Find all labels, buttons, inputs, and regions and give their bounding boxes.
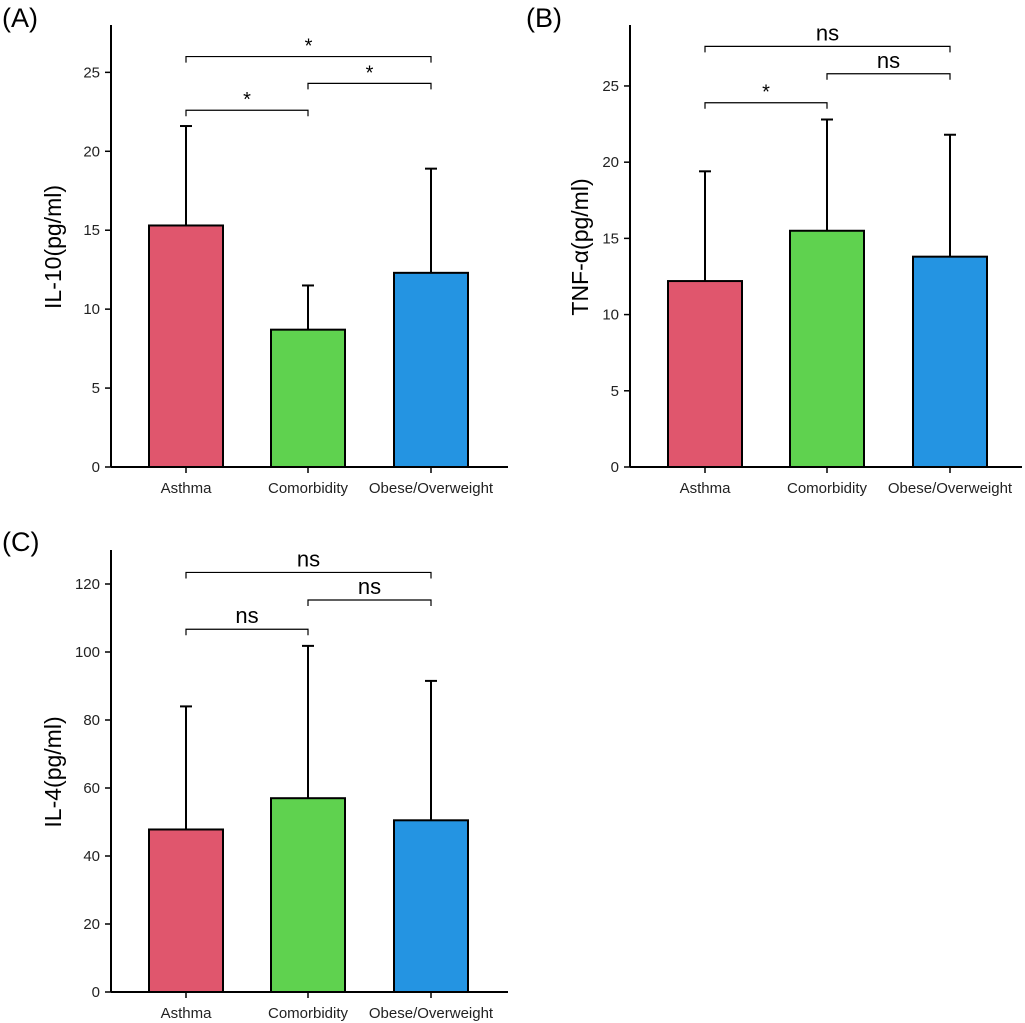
panel-a: (A) IL-10(pg/ml) 0 5 10 15 20 25 Asthma Comorbi… (2, 3, 508, 497)
panel-a-ylabel: IL-10(pg/ml) (40, 185, 66, 309)
panel-b-y-tick-label: 0 (611, 459, 619, 476)
panel-a-sig-label: * (305, 36, 313, 58)
panel-a-sig-label: * (243, 89, 251, 111)
panel-b-bar-obese-overweight (912, 255, 988, 469)
panel-c-sig-bracket (185, 571, 432, 579)
panel-a-sig-bracket (185, 109, 309, 117)
panel-a-bar-asthma (148, 224, 224, 468)
panel-c-sig-label: ns (235, 603, 258, 628)
panel-b-y-tick-label: 25 (602, 78, 619, 95)
panel-c-y-tick-label: 80 (83, 712, 100, 729)
panel-c-sig-bracket (307, 599, 432, 606)
panel-c-bar-obese-overweight (393, 819, 469, 993)
panel-c-x-tick-label-asthma: Asthma (161, 1005, 213, 1022)
panel-b-y-tick-label: 10 (602, 307, 619, 324)
panel-c-sig-label: ns (297, 546, 320, 571)
panel-a-y-tick-label: 15 (83, 222, 100, 239)
panel-c-label: (C) (2, 527, 39, 557)
panel-b-x-tick-label-comorbidity: Comorbidity (787, 480, 868, 497)
panel-b-sig-bracket (826, 73, 951, 80)
panel-c-x-tick-label-comorbidity: Comorbidity (268, 1005, 349, 1022)
panel-a-label: (A) (2, 3, 38, 33)
panel-c-sig-bracket (185, 628, 309, 636)
panel-a-y-tick-label: 20 (83, 143, 100, 160)
panel-c-plot: 0 20 40 60 80 100 120 Asthma Comorbidity Obese/Ov… (75, 546, 508, 1022)
panel-b-bar-asthma (667, 280, 743, 468)
panel-a-bar-obese-overweight (393, 271, 469, 469)
panel-b-y-tick-label: 5 (611, 383, 619, 400)
panel-b-sig-bracket (704, 45, 951, 53)
panel-c-y-tick-label: 60 (83, 780, 100, 797)
panel-b-sig-label: ns (816, 20, 839, 45)
panel-c-y-tick-label: 20 (83, 916, 100, 933)
panel-b-bar-comorbidity (789, 229, 865, 468)
panel-c-y-tick-label: 100 (75, 644, 100, 661)
panel-a-y-tick-label: 25 (83, 64, 100, 81)
panel-b: (B) TNF-α(pg/ml) 0 5 10 15 20 25 Asthma Comorbi… (526, 3, 1022, 497)
panel-a-x-tick-label-asthma: Asthma (161, 480, 213, 497)
panel-b-y-tick-label: 15 (602, 230, 619, 247)
panel-c-ylabel: IL-4(pg/ml) (40, 716, 66, 827)
panel-a-y-tick-label: 10 (83, 301, 100, 318)
panel-a-bar-comorbidity (270, 328, 346, 468)
panel-b-x-tick-label-obese-overweight: Obese/Overweight (888, 480, 1013, 497)
panel-a-sig-label: * (366, 62, 374, 84)
panel-a-sig-bracket (307, 82, 432, 90)
panel-b-ylabel: TNF-α(pg/ml) (567, 178, 593, 315)
panel-b-sig-label: * (762, 82, 770, 104)
panel-c-y-tick-label: 40 (83, 848, 100, 865)
panel-b-x-tick-label-asthma: Asthma (680, 480, 732, 497)
panel-a-x-tick-label-obese-overweight: Obese/Overweight (369, 480, 494, 497)
panel-a-y-tick-label: 0 (92, 459, 100, 476)
panel-a-sig-bracket (185, 55, 432, 63)
panel-b-plot: 0 5 10 15 20 25 Asthma Comorbidity Obese/Overwei… (602, 20, 1022, 497)
panel-b-sig-label: ns (877, 48, 900, 73)
panel-b-y-tick-label: 20 (602, 154, 619, 171)
panel-b-label: (B) (526, 3, 562, 33)
panel-a-plot: 0 5 10 15 20 25 Asthma Comorbidity Obese/Overwei… (83, 25, 508, 497)
panel-a-y-tick-label: 5 (92, 380, 100, 397)
panel-c-bar-comorbidity (270, 797, 346, 994)
panel-b-sig-bracket (704, 102, 828, 109)
panel-c-bar-asthma (148, 828, 224, 993)
panel-a-x-tick-label-comorbidity: Comorbidity (268, 480, 349, 497)
panel-c-y-tick-label: 120 (75, 576, 100, 593)
panel-c-y-tick-label: 0 (92, 984, 100, 1001)
panel-c: (C) IL-4(pg/ml) 0 20 40 60 80 100 120 Asthma Com… (2, 527, 508, 1022)
panel-c-x-tick-label-obese-overweight: Obese/Overweight (369, 1005, 494, 1022)
panel-c-sig-label: ns (358, 574, 381, 599)
